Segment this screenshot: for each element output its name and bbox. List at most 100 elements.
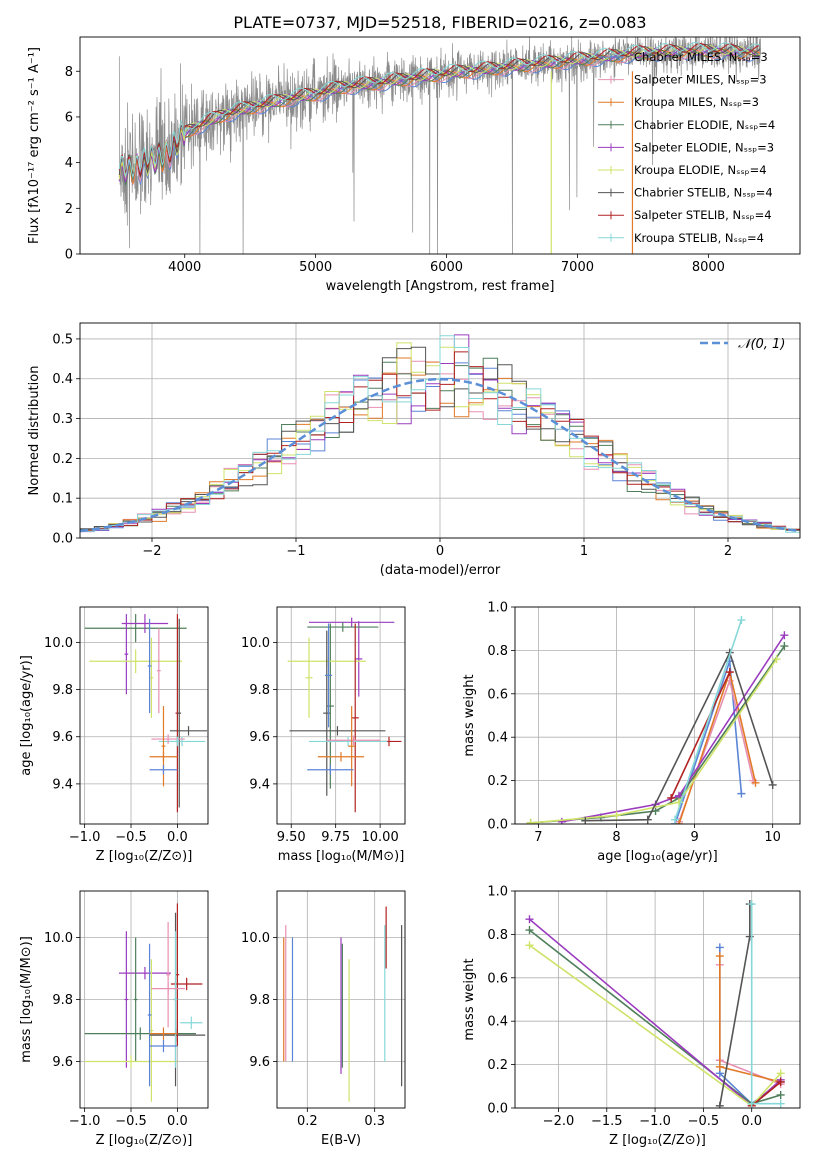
legend-label: Salpeter STELIB, Nₛₛₚ=4	[634, 208, 772, 222]
age-vs-Z-xtick-label: −1.0	[69, 830, 101, 845]
spectrum-ytick-label: 2	[65, 202, 73, 217]
mass-vs-EBV-xtick-label: 0.2	[297, 1114, 318, 1129]
age-vs-mass-xtick-label: 10.00	[362, 830, 399, 845]
mass-weight-vs-age-xlabel: age [log₁₀(age/yr)]	[597, 849, 718, 864]
legend-label: Kroupa MILES, Nₛₛₚ=3	[634, 95, 759, 109]
residual-hist-xtick-label: 2	[724, 544, 732, 559]
spectrum-model-line	[118, 49, 761, 186]
mass-weight-vs-Z-ytick-label: 0.6	[487, 971, 508, 986]
residual-hist-ytick-label: 0.4	[52, 372, 73, 387]
mass-weight-point	[526, 818, 535, 824]
spectrum-frame	[79, 36, 801, 255]
mass-weight-vs-age-xtick-label: 7	[534, 830, 542, 845]
histogram-step-line	[80, 351, 800, 531]
legend-label: Chabrier ELODIE, Nₛₛₚ=4	[634, 118, 775, 132]
mass-weight-point	[737, 616, 746, 625]
residual-hist-frame	[79, 322, 801, 539]
mass-weight-vs-age-ytick-label: 1.0	[487, 601, 508, 616]
mass-vs-Z-frame	[79, 890, 209, 1109]
spectrum-ylabel: Flux [fλ10⁻¹⁷ erg cm⁻² s⁻¹ A⁻¹]	[27, 47, 42, 244]
mass-weight-line	[561, 634, 786, 823]
spectrum-axes: 4000 5000 6000 7000 8000 0 2 4 6 8 wavelength [Ang…	[27, 36, 801, 294]
mass-weight-vs-Z-ylabel: mass weight	[462, 958, 477, 1040]
mass-weight-vs-Z-xtick-label: −1.0	[639, 1114, 671, 1129]
mass-weight-point	[581, 816, 590, 824]
mass-weight-line	[585, 650, 774, 822]
normal-curve	[80, 377, 800, 533]
legend-label: 𝒩(0, 1)	[738, 337, 785, 352]
mass-weight-point	[671, 815, 680, 824]
residual-hist-plot	[80, 334, 800, 533]
age-vs-Z-ytick-label: 9.6	[52, 730, 73, 745]
mass-vs-Z-ytick-label: 9.8	[52, 993, 73, 1008]
spectrum-model-line	[118, 41, 761, 179]
mass-weight-vs-Z-ytick-label: 0.2	[487, 1058, 508, 1073]
mass-weight-vs-Z-plot	[525, 900, 785, 1108]
mass-weight-vs-age-ylabel: mass weight	[462, 674, 477, 756]
mass-weight-point	[674, 820, 683, 824]
mass-weight-point	[768, 780, 777, 789]
age-vs-mass-xtick-label: 9.75	[321, 830, 350, 845]
histogram-step-line	[80, 335, 800, 533]
spectrum-ytick-label: 6	[65, 110, 73, 125]
spectrum-ytick-label: 4	[65, 156, 73, 171]
age-vs-mass-frame	[276, 606, 406, 825]
legend-label: Chabrier STELIB, Nₛₛₚ=4	[634, 186, 773, 200]
mass-weight-vs-age-ytick-label: 0.8	[487, 644, 508, 659]
mass-weight-point	[776, 1069, 785, 1078]
age-vs-Z-xlabel: Z [log₁₀(Z/Z⊙)]	[96, 849, 193, 864]
mass-vs-Z-xlabel: Z [log₁₀(Z/Z⊙)]	[96, 1133, 193, 1148]
charts-layer: 4000 5000 6000 7000 8000 0 2 4 6 8 wavelength [Ang…	[19, 36, 801, 1148]
mass-weight-vs-age-xtick-label: 10	[764, 830, 781, 845]
age-vs-Z-ytick-label: 9.4	[52, 777, 73, 792]
age-vs-mass-ytick-label: 10.0	[241, 636, 270, 651]
mass-weight-point	[715, 1101, 724, 1108]
mass-vs-EBV-plot	[283, 906, 403, 1102]
mass-weight-point	[745, 932, 754, 941]
mass-weight-vs-age-axes: 7 8 9 10 0.0 0.2 0.4 0.6 0.8 1.0 age [log₁₀(age/yr…	[462, 601, 801, 864]
mass-weight-vs-Z-frame	[514, 890, 801, 1109]
mass-vs-Z-ylabel: mass [log₁₀(M/M⊙)]	[19, 936, 34, 1063]
spectrum-xtick-label: 4000	[168, 260, 201, 275]
mass-vs-EBV-ytick-label: 10.0	[241, 931, 270, 946]
residual-hist-ytick-label: 0.3	[52, 412, 73, 427]
spectrum-model-line	[118, 45, 761, 180]
age-vs-mass-ytick-label: 9.6	[249, 730, 270, 745]
mass-weight-vs-age-xtick-label: 8	[612, 830, 620, 845]
mass-weight-point	[776, 1090, 785, 1099]
legend-label: Kroupa STELIB, Nₛₛₚ=4	[634, 231, 764, 245]
mass-weight-vs-age-plot	[526, 616, 789, 824]
age-vs-mass-ytick-label: 9.4	[249, 777, 270, 792]
mass-weight-point	[557, 817, 566, 824]
mass-weight-vs-age-ytick-label: 0.2	[487, 774, 508, 789]
mass-vs-EBV-frame	[276, 890, 406, 1109]
age-vs-mass-xlabel: mass [log₁₀(M/M⊙)]	[278, 849, 405, 864]
residual-hist-xtick-label: −1	[286, 544, 305, 559]
mass-weight-vs-Z-ytick-label: 0.0	[487, 1102, 508, 1117]
mass-weight-point	[751, 778, 760, 787]
mass-vs-Z-xtick-label: −0.5	[115, 1114, 147, 1129]
mass-weight-vs-Z-ytick-label: 1.0	[487, 885, 508, 900]
age-vs-Z-xtick-label: −0.5	[115, 830, 147, 845]
mass-weight-point	[643, 815, 652, 824]
mass-weight-point	[776, 1099, 785, 1108]
mass-weight-point	[715, 1062, 724, 1071]
residual-hist-xlabel: (data-model)/error	[380, 563, 501, 578]
mass-weight-point	[747, 1099, 756, 1108]
age-vs-Z-xtick-label: 0.0	[167, 830, 188, 845]
legend-label: Salpeter ELODIE, Nₛₛₚ=3	[634, 140, 774, 154]
age-vs-Z-ytick-label: 9.8	[52, 683, 73, 698]
mass-weight-point	[780, 631, 789, 640]
mass-vs-Z-axes: −1.0 −0.5 0.0 9.6 9.8 10.0 Z [log₁₀(Z/Z⊙)] mass…	[19, 890, 209, 1148]
age-vs-mass-plot	[287, 617, 402, 813]
mass-weight-vs-Z-axes: −2.0 −1.5 −1.0 −0.5 0.0 0.0 0.2 0.4 0.6 0.8 1.0 Z […	[462, 885, 801, 1148]
residual-hist-ytick-label: 0.1	[52, 492, 73, 507]
mass-vs-EBV-axes: 0.2 0.3 9.6 9.8 10.0 E(B-V)	[241, 890, 406, 1148]
mass-vs-Z-ytick-label: 9.6	[52, 1055, 73, 1070]
mass-weight-line	[751, 1081, 782, 1107]
spectrum-xtick-label: 7000	[561, 260, 594, 275]
spectrum-legend: Chabrier MILES, Nₛₛₚ=3 Salpeter MILES, Nₛ…	[598, 50, 775, 245]
mass-weight-vs-Z-xlabel: Z [log₁₀(Z/Z⊙)]	[609, 1133, 706, 1148]
legend-label: Salpeter MILES, Nₛₛₚ=3	[634, 73, 767, 87]
